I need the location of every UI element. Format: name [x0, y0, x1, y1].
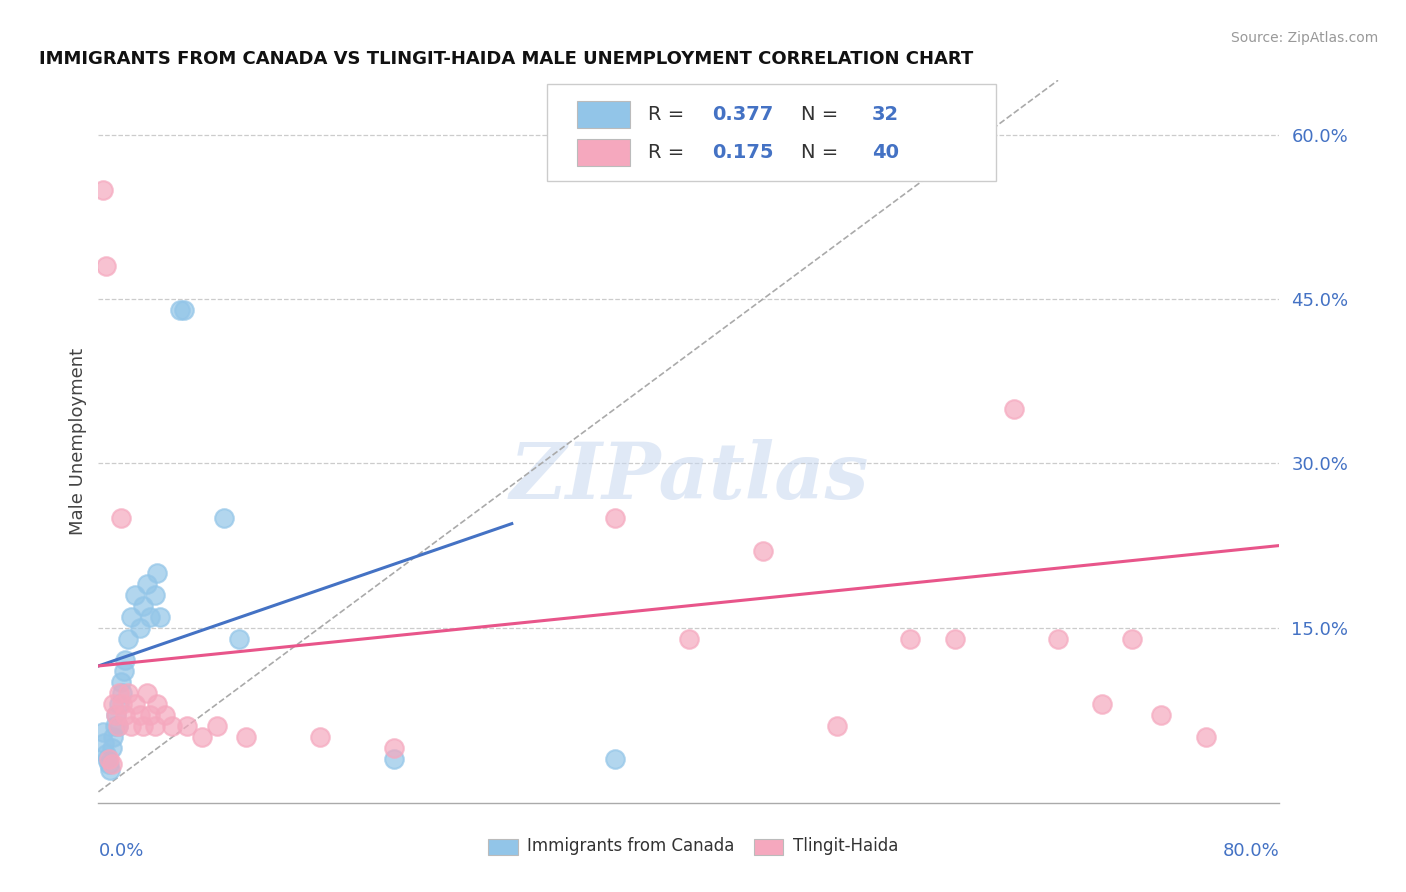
Point — [825, 719, 848, 733]
Text: Tlingit-Haida: Tlingit-Haida — [793, 838, 898, 855]
Text: 32: 32 — [872, 104, 898, 124]
Point — [108, 698, 131, 712]
Text: N =: N = — [801, 104, 845, 124]
Point — [107, 719, 129, 733]
Point — [120, 609, 142, 624]
Point — [97, 757, 120, 772]
Point — [128, 621, 150, 635]
Point — [309, 730, 332, 744]
Point — [136, 686, 159, 700]
Point — [117, 686, 139, 700]
Point — [205, 719, 228, 733]
Point — [1121, 632, 1143, 646]
Point — [191, 730, 214, 744]
Point — [169, 303, 191, 318]
Point — [752, 544, 775, 558]
Point — [136, 577, 159, 591]
Point — [111, 698, 134, 712]
Point — [91, 724, 114, 739]
Text: IMMIGRANTS FROM CANADA VS TLINGIT-HAIDA MALE UNEMPLOYMENT CORRELATION CHART: IMMIGRANTS FROM CANADA VS TLINGIT-HAIDA … — [39, 50, 973, 68]
Point — [107, 719, 129, 733]
Point — [1150, 708, 1173, 723]
FancyBboxPatch shape — [576, 101, 630, 128]
Point — [93, 735, 115, 749]
Point — [176, 719, 198, 733]
Point — [100, 741, 122, 756]
Text: N =: N = — [801, 143, 845, 162]
Point — [96, 752, 118, 766]
Point — [162, 719, 183, 733]
Point — [1195, 730, 1218, 744]
Point — [111, 686, 134, 700]
Point — [900, 632, 922, 646]
Point — [104, 719, 127, 733]
Point — [114, 708, 136, 723]
Point — [112, 665, 135, 679]
Point — [94, 747, 117, 761]
FancyBboxPatch shape — [547, 84, 995, 181]
Point — [1091, 698, 1114, 712]
Point — [605, 752, 627, 766]
FancyBboxPatch shape — [754, 838, 783, 855]
Point — [91, 183, 114, 197]
Point — [110, 675, 132, 690]
Point — [103, 730, 125, 744]
Point — [212, 511, 235, 525]
Point — [139, 708, 162, 723]
Point — [94, 260, 117, 274]
Point — [605, 511, 627, 525]
Point — [105, 708, 128, 723]
Point — [98, 763, 121, 777]
Y-axis label: Male Unemployment: Male Unemployment — [69, 348, 87, 535]
Point — [105, 708, 128, 723]
Text: ZIPatlas: ZIPatlas — [509, 440, 869, 516]
Point — [124, 588, 146, 602]
FancyBboxPatch shape — [488, 838, 517, 855]
Text: 40: 40 — [872, 143, 898, 162]
Text: 80.0%: 80.0% — [1223, 842, 1279, 860]
Point — [117, 632, 139, 646]
Point — [153, 708, 176, 723]
Point — [1002, 401, 1025, 416]
Point — [132, 719, 155, 733]
Point — [146, 566, 169, 580]
Point — [382, 741, 405, 756]
Point — [108, 686, 131, 700]
Point — [100, 757, 122, 772]
Text: 0.377: 0.377 — [713, 104, 773, 124]
Point — [124, 698, 146, 712]
Text: 0.0%: 0.0% — [98, 842, 143, 860]
Point — [228, 632, 250, 646]
Point — [139, 609, 162, 624]
Point — [128, 708, 150, 723]
Point — [143, 588, 166, 602]
Point — [1046, 632, 1070, 646]
Point — [114, 653, 136, 667]
Point — [146, 698, 169, 712]
Point — [132, 599, 155, 613]
Point — [143, 719, 166, 733]
Point — [943, 632, 966, 646]
Text: 0.175: 0.175 — [713, 143, 775, 162]
Point — [678, 632, 700, 646]
Text: Source: ZipAtlas.com: Source: ZipAtlas.com — [1230, 31, 1378, 45]
Point — [235, 730, 257, 744]
Point — [110, 511, 132, 525]
Text: Immigrants from Canada: Immigrants from Canada — [527, 838, 734, 855]
FancyBboxPatch shape — [576, 139, 630, 166]
Text: R =: R = — [648, 143, 690, 162]
Point — [120, 719, 142, 733]
Point — [173, 303, 195, 318]
Point — [149, 609, 172, 624]
Point — [382, 752, 405, 766]
Point — [103, 698, 125, 712]
Point — [97, 752, 120, 766]
Text: R =: R = — [648, 104, 690, 124]
